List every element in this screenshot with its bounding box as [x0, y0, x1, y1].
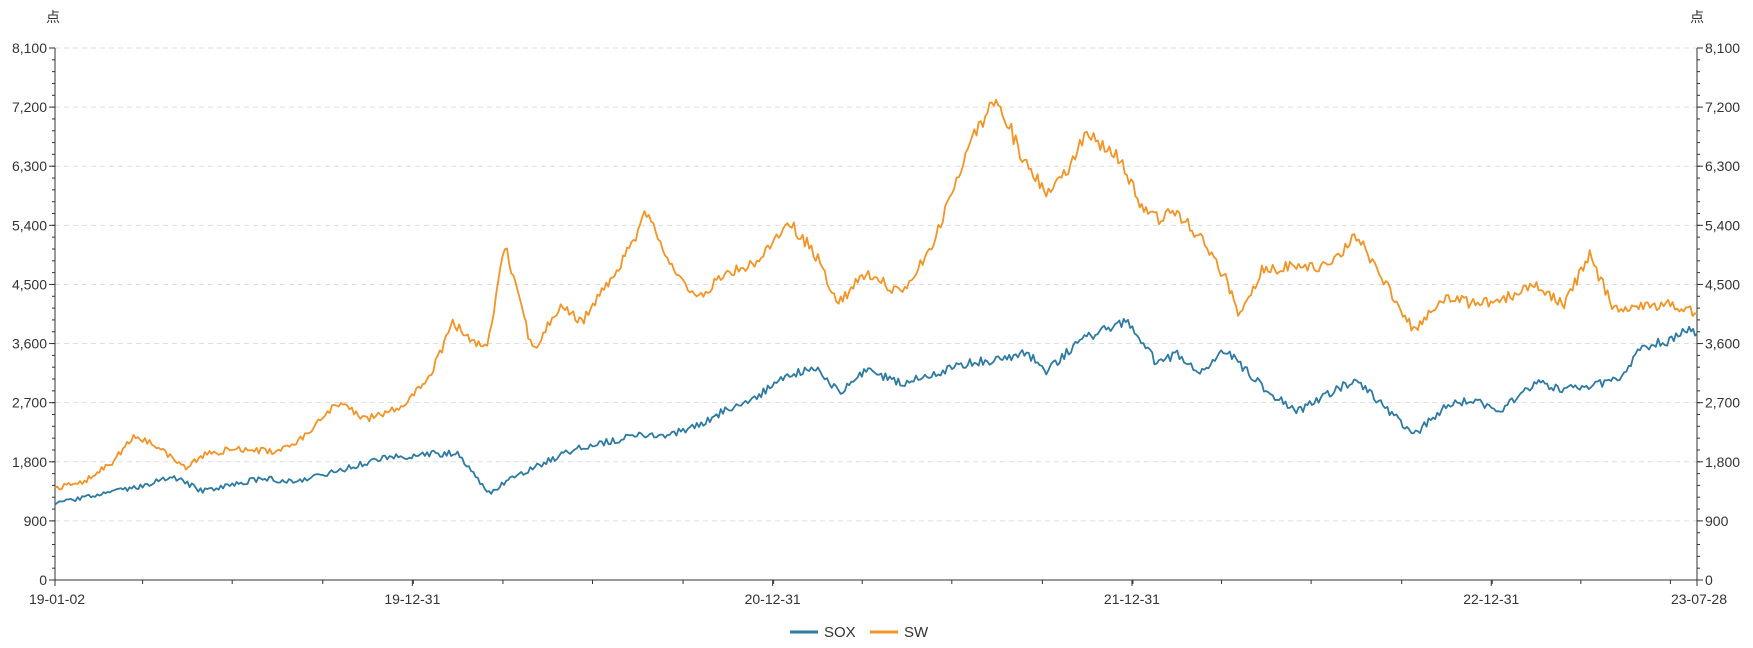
right-y-unit: 点 [1690, 9, 1704, 25]
y-tick-label-left: 7,200 [12, 99, 47, 115]
y-tick-label-left: 0 [39, 572, 47, 588]
x-tick-label: 21-12-31 [1104, 591, 1160, 607]
series-line-sw [54, 98, 1698, 491]
x-tick-label: 22-12-31 [1463, 591, 1519, 607]
x-tick-label: 19-12-31 [384, 591, 440, 607]
legend-label-sox: SOX [824, 624, 856, 641]
y-tick-label-left: 900 [24, 513, 48, 529]
y-tick-label-left: 1,800 [12, 454, 47, 470]
y-tick-label-right: 900 [1705, 513, 1729, 529]
y-tick-label-right: 5,400 [1705, 217, 1740, 233]
series-line-sox [54, 318, 1698, 506]
series-layer [54, 98, 1698, 506]
left-y-unit: 点 [46, 9, 60, 25]
y-tick-label-right: 0 [1705, 572, 1713, 588]
x-tick-layer: 19-01-02 19-12-31 20-12-31 21-12-31 22-12-31… [29, 580, 1727, 607]
legend-label-sw: SW [904, 624, 929, 641]
y-tick-layer: 0 0 900 900 1,800 1,800 2,700 2,700 3,600 3,600 4,… [12, 40, 1740, 588]
grid-layer [55, 47, 1697, 522]
axes-layer: 点 点 [46, 9, 1704, 581]
y-tick-label-right: 8,100 [1705, 40, 1740, 56]
y-tick-label-left: 2,700 [12, 395, 47, 411]
x-tick-label: 23-07-28 [1671, 591, 1727, 607]
y-tick-label-left: 6,300 [12, 158, 47, 174]
y-tick-label-right: 3,600 [1705, 336, 1740, 352]
x-tick-label: 19-01-02 [29, 591, 85, 607]
legend: SOX SW [790, 624, 929, 641]
y-tick-label-right: 1,800 [1705, 454, 1740, 470]
y-tick-label-right: 7,200 [1705, 99, 1740, 115]
y-tick-label-right: 6,300 [1705, 158, 1740, 174]
y-tick-label-left: 3,600 [12, 336, 47, 352]
y-tick-label-left: 4,500 [12, 276, 47, 292]
x-tick-label: 20-12-31 [745, 591, 801, 607]
y-tick-label-right: 4,500 [1705, 276, 1740, 292]
y-tick-label-left: 8,100 [12, 40, 47, 56]
y-tick-label-right: 2,700 [1705, 395, 1740, 411]
y-tick-label-left: 5,400 [12, 217, 47, 233]
